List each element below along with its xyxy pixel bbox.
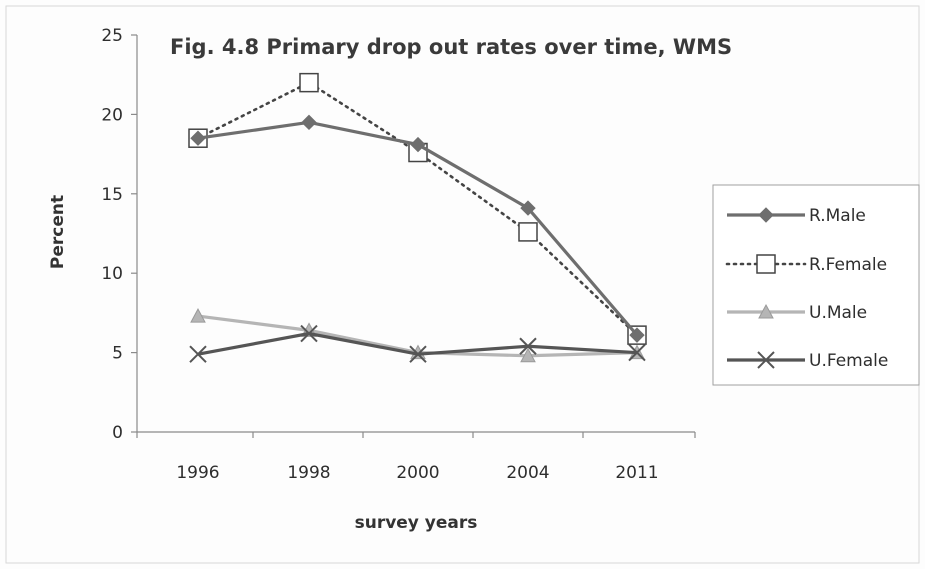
data-point	[518, 222, 538, 242]
legend-swatch-marker	[756, 254, 776, 274]
series-U.Female	[189, 324, 646, 363]
data-point	[519, 337, 537, 355]
data-point	[300, 324, 318, 343]
legend-swatch-marker	[758, 303, 774, 319]
y-tick-label: 5	[112, 344, 123, 364]
legend-label: U.Male	[809, 303, 867, 323]
series-line	[196, 81, 639, 337]
data-point	[190, 130, 206, 146]
y-tick-label: 25	[101, 26, 123, 46]
legend-swatch-marker	[758, 207, 774, 223]
x-tick-label: 2000	[396, 463, 439, 483]
data-point	[629, 327, 645, 343]
series-R.Female	[188, 72, 647, 345]
legend-item: U.Male	[727, 303, 867, 323]
x-tick-label: 2011	[615, 463, 658, 483]
chart-title: Fig. 4.8 Primary drop out rates over tim…	[170, 35, 732, 59]
legend-item: R.Male	[727, 206, 866, 226]
x-tick-label: 2004	[506, 463, 549, 483]
data-point	[189, 345, 207, 363]
data-point	[520, 347, 536, 363]
legend-item: R.Female	[725, 254, 887, 275]
legend-label: R.Female	[809, 255, 887, 275]
x-axis-title: survey years	[355, 513, 478, 533]
legend: R.Male R.Female U.Male U.Female	[725, 206, 888, 371]
data-point	[520, 200, 536, 216]
data-point	[409, 345, 427, 363]
data-point	[628, 343, 646, 362]
y-tick-label: 20	[101, 105, 123, 125]
x-tick-label: 1996	[176, 463, 219, 483]
x-tick-label: 1998	[287, 463, 330, 483]
data-point	[190, 308, 206, 323]
legend-label: U.Female	[809, 351, 888, 371]
y-tick-label: 10	[101, 264, 123, 284]
y-tick-label: 0	[112, 423, 123, 443]
legend-swatch-marker	[757, 351, 775, 369]
x-ticks: 1996 1998 2000 2004 2011	[136, 432, 696, 483]
series-R.Male	[190, 114, 645, 343]
data-point	[299, 72, 319, 93]
legend-box	[712, 184, 920, 386]
data-point	[301, 114, 317, 131]
data-point	[410, 136, 426, 153]
series-layer	[188, 72, 647, 363]
y-axis-title: Percent	[48, 195, 68, 269]
legend-item: U.Female	[727, 351, 888, 371]
y-ticks: 0 5 10 15 20 25	[101, 26, 137, 443]
y-tick-label: 15	[101, 185, 123, 205]
legend-label: R.Male	[809, 206, 866, 226]
